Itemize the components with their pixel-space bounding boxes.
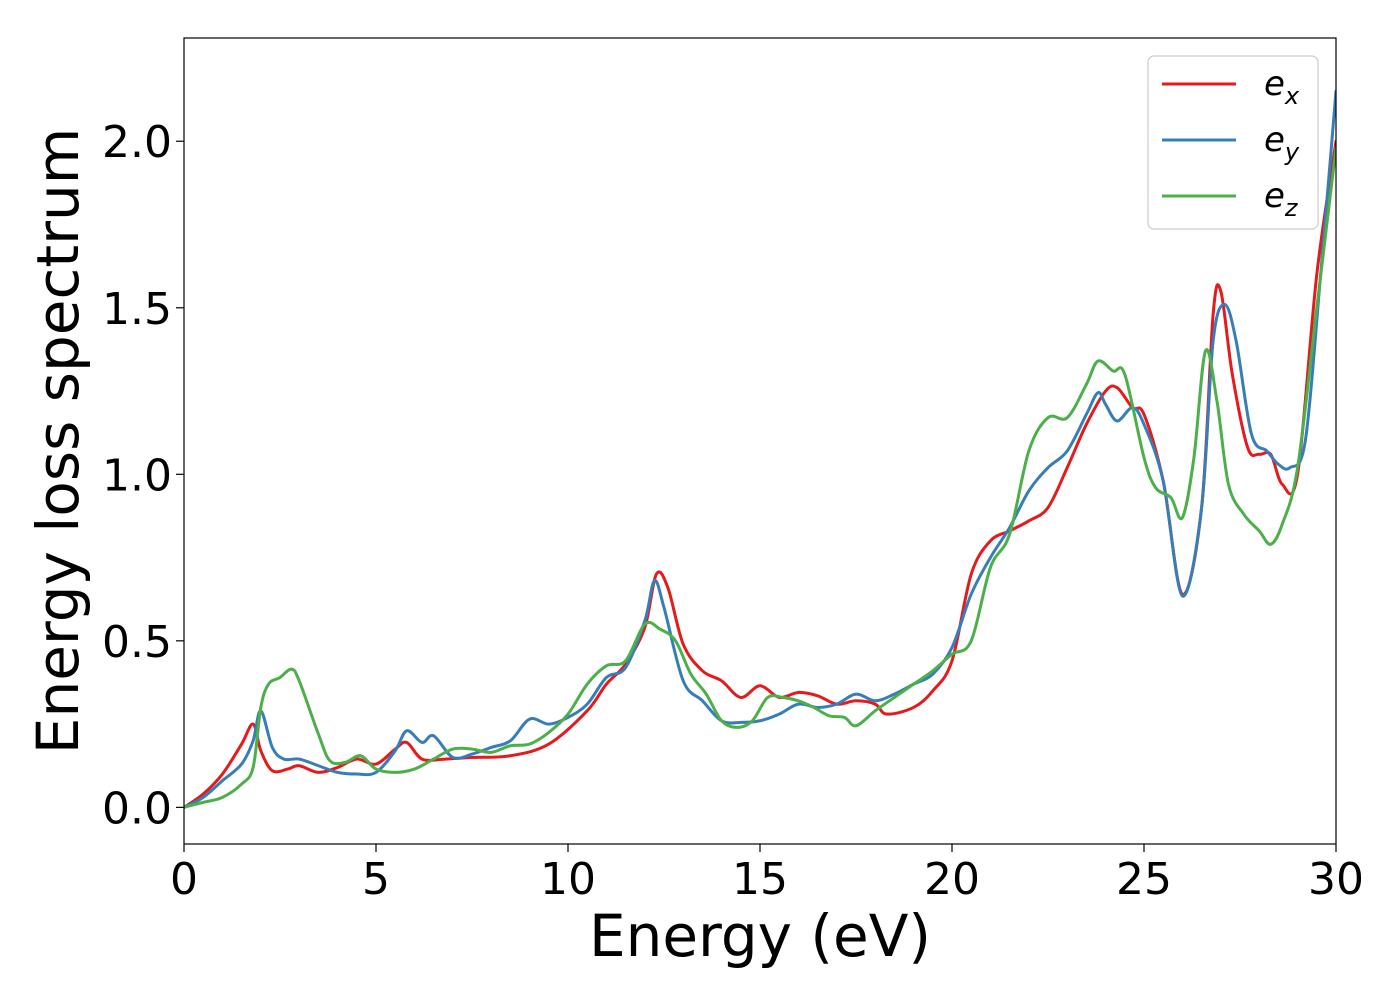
x-tick-label: 15 xyxy=(732,854,788,905)
legend-label-base: e xyxy=(1264,176,1285,216)
legend-label-z: ez xyxy=(1264,176,1299,222)
legend-label-x: ex xyxy=(1264,64,1300,110)
x-axis-title: Energy (eV) xyxy=(589,902,931,970)
y-tick-label: 0.0 xyxy=(102,783,172,834)
legend-box xyxy=(1147,55,1319,230)
series-line-y xyxy=(184,89,1336,809)
x-tick-label: 20 xyxy=(924,854,980,905)
x-tick-label: 10 xyxy=(540,854,596,905)
legend-label-y: ey xyxy=(1264,120,1300,166)
legend-label-subscript: x xyxy=(1284,82,1300,110)
series-layer xyxy=(184,89,1336,809)
plot-frame xyxy=(183,37,1337,845)
series-line-z xyxy=(184,146,1336,809)
y-tick-label: 2.0 xyxy=(102,117,172,168)
y-axis-ticks: 0.0 0.5 1.0 1.5 2.0 xyxy=(102,117,184,834)
x-tick-label: 5 xyxy=(362,854,390,905)
legend-label-base: e xyxy=(1264,64,1285,104)
y-tick-label: 1.0 xyxy=(102,450,172,501)
x-tick-label: 25 xyxy=(1116,854,1172,905)
legend-label-subscript: y xyxy=(1284,138,1300,166)
x-axis-ticks: 0 5 10 15 20 25 30 xyxy=(170,844,1364,905)
legend-label-subscript: z xyxy=(1284,194,1299,222)
y-tick-label: 1.5 xyxy=(102,284,172,335)
y-tick-label: 0.5 xyxy=(102,617,172,668)
legend-label-base: e xyxy=(1264,120,1285,160)
y-axis-title: Energy loss spectrum xyxy=(24,128,92,754)
x-tick-label: 0 xyxy=(170,854,198,905)
x-tick-label: 30 xyxy=(1308,854,1364,905)
